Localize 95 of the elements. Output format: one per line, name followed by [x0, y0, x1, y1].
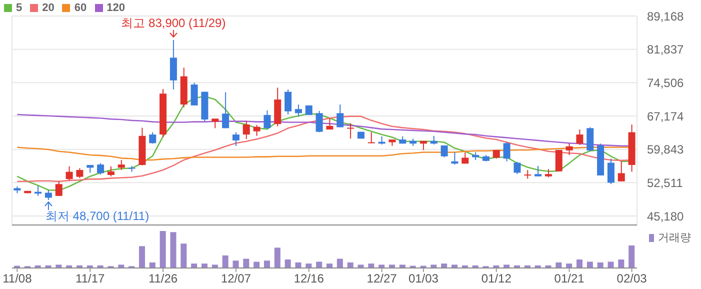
x-tick-label: 12/27: [366, 272, 398, 286]
bar: [399, 264, 406, 268]
bar: [556, 262, 562, 268]
candlestick: [118, 159, 125, 170]
candlestick: [316, 110, 323, 133]
candlestick: [336, 104, 344, 128]
bar: [254, 262, 260, 268]
candlestick: [212, 118, 219, 129]
candlestick: [284, 89, 292, 116]
candlestick: [607, 158, 614, 185]
bar: [118, 264, 124, 268]
bar: [628, 245, 635, 268]
legend-label: 20: [42, 2, 54, 14]
bar: [202, 264, 208, 268]
x-tick-label: 01/03: [408, 272, 439, 286]
candlestick: [503, 142, 510, 162]
candlestick: [586, 126, 594, 152]
candlestick: [66, 166, 73, 181]
bar: [212, 264, 218, 268]
candlestick: [368, 132, 375, 144]
candlestick: [149, 132, 156, 144]
bar: [326, 264, 332, 268]
bar: [504, 264, 510, 268]
bar: [274, 248, 280, 268]
bar: [586, 262, 593, 268]
x-tick-label: 12/16: [294, 272, 324, 286]
y-tick-label: 89,168: [647, 9, 684, 24]
x-tick-label: 11/08: [2, 272, 32, 286]
x-tick-label: 02/03: [616, 272, 648, 286]
legend-label: 거래량: [658, 232, 691, 244]
bar: [56, 264, 62, 268]
candlestick: [294, 104, 302, 118]
bar: [576, 259, 582, 268]
bar: [232, 260, 239, 268]
candlestick: [347, 122, 354, 140]
bar: [389, 264, 395, 268]
bar: [306, 264, 312, 268]
bar: [191, 264, 198, 268]
bar: [160, 231, 166, 268]
bar: [358, 264, 364, 268]
bar: [149, 262, 156, 268]
bar: [264, 260, 270, 268]
y-tick-label: 45,180: [647, 209, 684, 224]
y-tick-label: 67,174: [647, 109, 684, 124]
x-tick-label: 11/26: [148, 272, 178, 286]
candlestick: [170, 39, 177, 90]
bar: [170, 232, 176, 268]
bar: [295, 262, 302, 268]
candlestick: [264, 110, 271, 130]
bar: [243, 258, 250, 268]
candlestick: [618, 160, 625, 182]
bar: [441, 264, 448, 268]
bar: [284, 259, 291, 268]
candlestick: [107, 166, 114, 177]
candlestick: [76, 168, 84, 179]
candlestick: [253, 124, 260, 136]
candlestick: [242, 120, 250, 140]
candlestick: [534, 165, 542, 177]
bar: [368, 264, 374, 268]
legend-label: 60: [74, 2, 87, 14]
x-tick-label: 11/17: [76, 272, 106, 286]
candlestick: [55, 180, 62, 196]
candlestick: [576, 129, 584, 146]
bar: [608, 262, 614, 268]
legend-label: 5: [16, 2, 22, 14]
candlestick: [555, 149, 562, 172]
bar: [597, 262, 604, 268]
bar: [452, 264, 458, 268]
y-tick-label: 59,843: [647, 142, 684, 157]
bar: [347, 262, 354, 268]
bar: [222, 255, 228, 268]
legend-label: 120: [106, 2, 125, 14]
x-tick-label: 01/12: [481, 272, 512, 286]
candlestick: [97, 162, 104, 176]
x-tick-label: 01/21: [554, 272, 585, 286]
bar: [180, 244, 187, 268]
candlestick: [190, 82, 198, 106]
y-tick-label: 81,837: [647, 42, 684, 57]
y-tick-label: 74,506: [647, 76, 684, 90]
bar: [139, 246, 145, 268]
annotation: 최고 83,900 (11/29): [121, 16, 226, 30]
candlestick: [566, 142, 573, 156]
x-tick-label: 12/07: [220, 272, 252, 286]
bar: [378, 264, 385, 268]
candlestick: [44, 189, 52, 200]
candlestick: [222, 92, 230, 129]
bar: [316, 262, 322, 268]
annotation: 최저 48,700 (11/11): [45, 208, 150, 223]
bar: [618, 259, 624, 268]
candlestick: [232, 132, 240, 146]
y-tick-label: 52,511: [647, 176, 684, 190]
bar: [430, 264, 437, 268]
bar: [566, 264, 572, 268]
candlestick: [514, 161, 521, 175]
bar: [336, 258, 343, 268]
